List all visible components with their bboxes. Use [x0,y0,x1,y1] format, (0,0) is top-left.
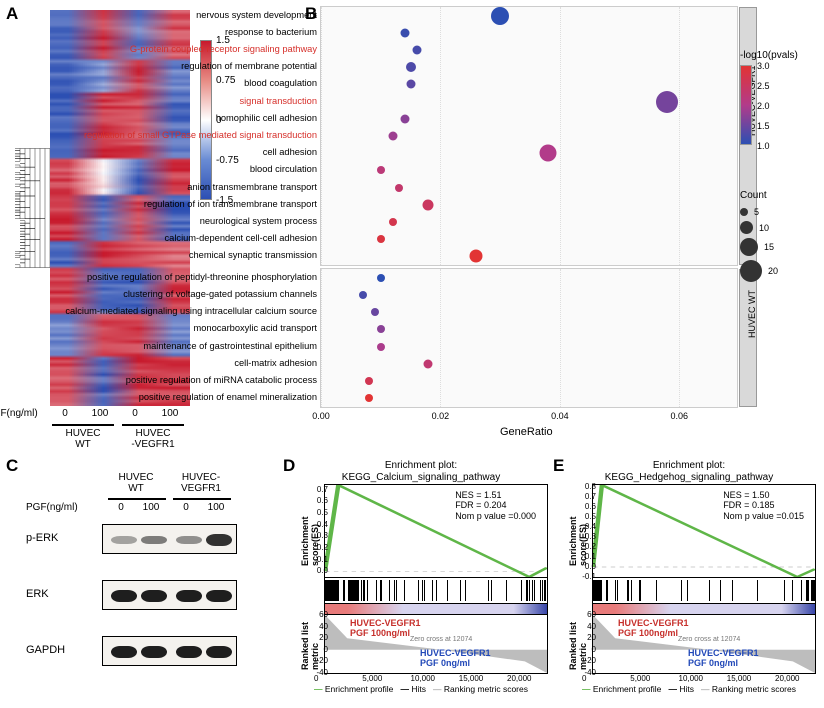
dot [377,343,385,351]
dot [359,291,367,299]
dotplot-color-legend: -log10(pvals) 1.01.52.02.53.0 [740,50,820,145]
dot [412,46,421,55]
dot [406,80,415,89]
dot [371,308,379,316]
dot [377,166,385,174]
dot [377,235,385,243]
dot [377,274,385,282]
dotplot-count-legend: Count 5101520 [740,190,820,286]
heatmap-dendrogram [10,10,50,406]
dot [656,91,678,113]
dot [470,250,483,263]
dotplot-group-2: HUVEC WT positive regulation of peptidyl… [320,268,738,408]
dot [424,359,433,368]
dotplot-strip-2: HUVEC WT [739,269,757,407]
dot [365,394,373,402]
dot [423,199,434,210]
dot [389,218,397,226]
western-blot-panel: HUVECWTHUVEC-VEGFR101000100PGF(ng/ml)p-E… [10,472,270,692]
dot [365,377,373,385]
dot [388,132,397,141]
dotplot-xlabel: GeneRatio [500,426,553,438]
dot [400,114,409,123]
dotplot-group-1: HUVEC-VEGFR1 nervous system developmentr… [320,6,738,266]
dot [400,28,409,37]
dot [491,7,509,25]
gsea-panel-d: Enrichment plot:KEGG_Calcium_signaling_p… [290,460,552,696]
dot [377,325,385,333]
dot [406,62,416,72]
dot [395,184,403,192]
dot [539,145,556,162]
gsea-panel-e: Enrichment plot:KEGG_Hedgehog_signaling_… [558,460,820,696]
